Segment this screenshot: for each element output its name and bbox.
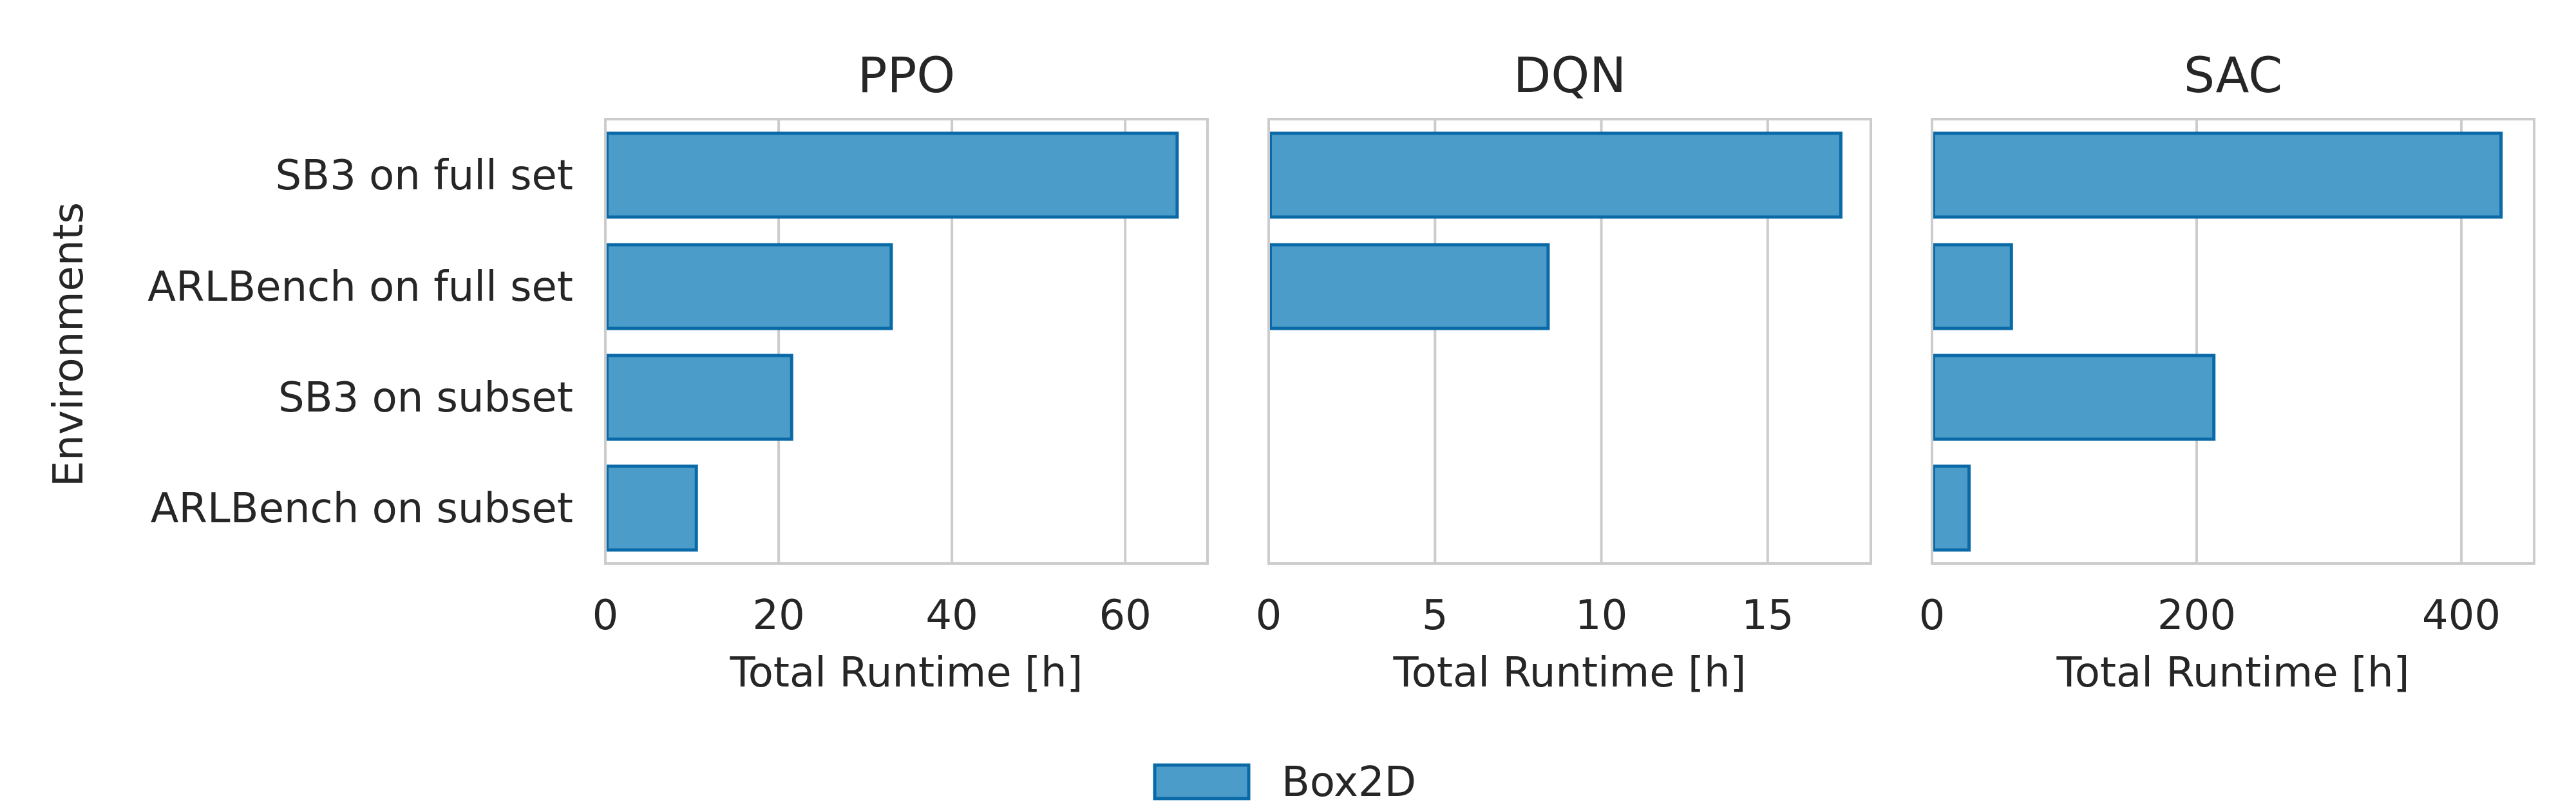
x-tick-label: 20: [752, 592, 804, 639]
x-tick-label: 60: [1099, 592, 1151, 639]
panel-ppo: PPO 0 20 40 60 Total Runtime [h] SB3 on full s…: [147, 46, 1209, 697]
plot-frame: [1267, 118, 1872, 565]
bar-dqn-0: [1269, 131, 1843, 219]
x-tick-label: 200: [2157, 592, 2236, 639]
x-axis-label: Total Runtime [h]: [730, 649, 1083, 697]
x-tick-label: 10: [1575, 592, 1627, 639]
x-axis-label: Total Runtime [h]: [2056, 649, 2410, 697]
plot-frame: [1931, 118, 2535, 565]
panel-title: PPO: [858, 46, 955, 104]
y-tick-label: SB3 on full set: [276, 152, 573, 200]
x-tick-label: 15: [1741, 592, 1794, 639]
y-tick-label: SB3 on subset: [278, 374, 573, 422]
x-tick-label: 0: [1919, 592, 1946, 639]
y-tick-label: ARLBench on subset: [151, 485, 573, 533]
x-tick-label: 0: [592, 592, 619, 639]
bar-sac-2: [1932, 354, 2216, 441]
bar-ppo-1: [605, 243, 893, 330]
bar-sac-3: [1932, 464, 1971, 552]
bar-sac-0: [1932, 131, 2503, 219]
x-tick-label: 400: [2422, 592, 2501, 639]
panel-title: DQN: [1513, 46, 1626, 104]
bar-dqn-1: [1269, 243, 1550, 330]
panel-sac: SAC 0 200 400 Total Runtime [h]: [1919, 46, 2535, 697]
x-tick-label: 5: [1422, 592, 1448, 639]
legend-swatch-box2d: [1153, 763, 1251, 800]
chart-panels: PPO 0 20 40 60 Total Runtime [h] SB3 on full s…: [147, 46, 2535, 697]
bar-sac-1: [1932, 243, 2013, 330]
legend: Box2D: [1153, 759, 1416, 805]
x-tick-label: 40: [925, 592, 978, 639]
bar-ppo-0: [605, 131, 1179, 219]
bar-ppo-2: [605, 354, 793, 441]
panel-dqn: DQN 0 5 10 15 Total Runtime [h]: [1256, 46, 1872, 697]
panel-title: SAC: [2184, 46, 2282, 104]
plot-frame: [604, 118, 1209, 565]
x-axis-label: Total Runtime [h]: [1393, 649, 1747, 697]
y-axis-label: Environments: [45, 202, 93, 487]
y-tick-label: ARLBench on full set: [147, 263, 573, 311]
x-tick-label: 0: [1256, 592, 1282, 639]
legend-label-box2d: Box2D: [1282, 759, 1416, 805]
bar-ppo-3: [605, 464, 698, 552]
